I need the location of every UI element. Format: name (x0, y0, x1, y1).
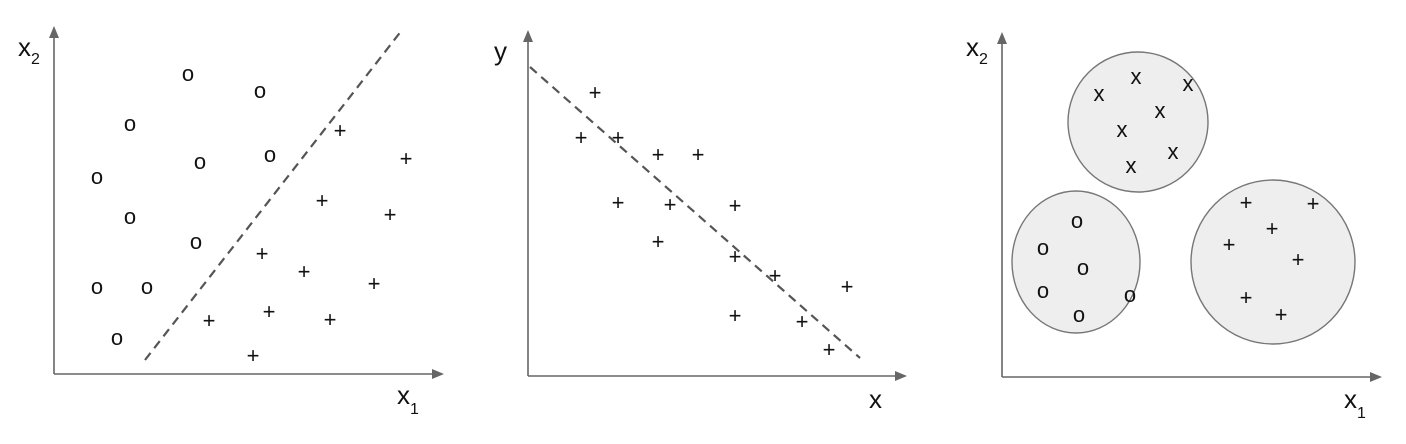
y-axis-label: y (494, 36, 507, 66)
plus-marker: + (256, 241, 269, 266)
circle-marker: o (124, 111, 136, 136)
circle-marker: o (1037, 278, 1049, 303)
plus-marker: + (1240, 190, 1253, 215)
cluster-o (1011, 190, 1141, 334)
plus-marker: + (612, 190, 625, 215)
x-axis-label: x1 (1344, 384, 1366, 422)
plus-marker: + (1240, 285, 1253, 310)
cross-marker: x (1155, 98, 1166, 123)
circle-marker: o (182, 61, 194, 86)
plus-marker: + (316, 188, 329, 213)
plus-marker: + (589, 80, 602, 105)
circle-marker: o (124, 204, 136, 229)
plus-marker: + (841, 274, 854, 299)
circle-marker: o (111, 325, 123, 350)
y-axis-label: x2 (18, 32, 40, 68)
plus-marker: + (729, 303, 742, 328)
circle-marker: o (141, 274, 153, 299)
data-points: ++ ++ ++ + ++++ ++ ++ (575, 80, 854, 362)
circle-marker: o (1077, 255, 1089, 280)
plus-marker: + (1307, 191, 1320, 216)
plus-marker: + (823, 337, 836, 362)
circle-marker: o (91, 274, 103, 299)
regression-line (529, 66, 861, 359)
cross-marker: x (1168, 139, 1179, 164)
x-axis-label: x1 (397, 380, 419, 418)
circle-marker: o (1073, 302, 1085, 327)
plus-marker: + (368, 271, 381, 296)
regression-panel: y x ++ ++ ++ + ++++ ++ ++ (494, 30, 907, 414)
plus-marker: + (400, 146, 413, 171)
plus-marker: + (203, 308, 216, 333)
cross-marker: x (1117, 117, 1128, 142)
cross-marker: x (1131, 64, 1142, 89)
plus-marker: + (1292, 247, 1305, 272)
circle-marker: o (1124, 282, 1136, 307)
plus-marker: + (247, 343, 260, 368)
plus-marker: + (612, 125, 625, 150)
decision-boundary (144, 29, 403, 361)
circle-marker: o (264, 142, 276, 167)
plus-marker: + (729, 193, 742, 218)
circle-marker: o (91, 164, 103, 189)
y-axis-label: x2 (966, 32, 988, 68)
circle-marker: o (1037, 235, 1049, 260)
x-axis-label: x (869, 384, 882, 414)
circle-marker: o (1071, 208, 1083, 233)
circle-marker: o (194, 149, 206, 174)
plus-marker: + (692, 142, 705, 167)
plus-marker: + (664, 192, 677, 217)
plus-marker: + (575, 125, 588, 150)
plus-marker: + (796, 309, 809, 334)
plus-marker: + (1275, 302, 1288, 327)
circle-marker: o (254, 78, 266, 103)
plus-marker: + (652, 142, 665, 167)
cross-marker: x (1126, 153, 1137, 178)
cluster-plus (1190, 179, 1356, 345)
plus-marker: + (298, 259, 311, 284)
plus-marker: + (729, 244, 742, 269)
cluster-x (1067, 51, 1209, 193)
cross-marker: x (1094, 81, 1105, 106)
cross-marker: x (1183, 71, 1194, 96)
circle-marker: o (190, 229, 202, 254)
plus-marker: + (384, 202, 397, 227)
plus-marker: + (769, 263, 782, 288)
plus-marker: + (334, 118, 347, 143)
plus-marker: + (1266, 216, 1279, 241)
plus-marker: + (1223, 232, 1236, 257)
plus-marker: + (263, 299, 276, 324)
plus-marker: + (652, 229, 665, 254)
plus-marker: + (324, 307, 337, 332)
